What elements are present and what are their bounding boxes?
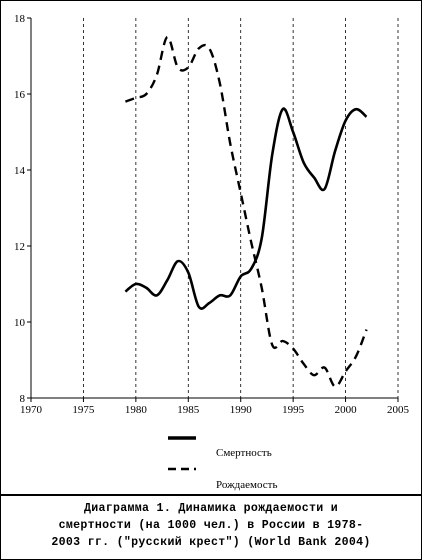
x-tick-label: 1970 (20, 404, 43, 416)
y-tick-label: 8 (20, 393, 26, 405)
x-tick-label: 1990 (230, 404, 253, 416)
caption-line: Диаграмма 1. Динамика рождаемости и (83, 502, 338, 515)
y-tick-label: 16 (14, 89, 26, 101)
x-tick-label: 1985 (177, 404, 200, 416)
series-lines (124, 35, 368, 388)
x-tick-label: 1980 (125, 404, 148, 416)
caption-line: 2003 гг. ("русский крест") (World Bank 2… (51, 536, 371, 549)
series-line-mortality (124, 107, 368, 310)
y-tick-label: 12 (14, 241, 25, 253)
x-tick-label: 2005 (387, 404, 410, 416)
grid-lines (83, 18, 399, 398)
legend: Смертность Рождаемость (168, 436, 277, 491)
axes (27, 17, 399, 402)
y-tick-label: 18 (14, 13, 26, 25)
caption-divider (0, 494, 422, 496)
x-tick-label: 1975 (72, 404, 95, 416)
chart-area: 1970 1975 1980 1985 1990 1995 2000 2005 8 10 12 14 1… (14, 13, 410, 491)
x-tick-label: 1995 (282, 404, 305, 416)
y-tick-label: 10 (14, 317, 26, 329)
figure-caption: Диаграмма 1. Динамика рождаемости и смер… (6, 500, 416, 551)
tick-labels: 1970 1975 1980 1985 1990 1995 2000 2005 8 10 12 14 1… (14, 13, 410, 416)
caption-line: смертности (на 1000 чел.) в России в 197… (58, 519, 364, 532)
series-line-birthrate (125, 35, 368, 388)
legend-label-mortality: Смертность (216, 447, 272, 459)
legend-label-birthrate: Рождаемость (216, 479, 277, 491)
x-tick-label: 2000 (335, 404, 358, 416)
y-tick-label: 14 (14, 165, 26, 177)
